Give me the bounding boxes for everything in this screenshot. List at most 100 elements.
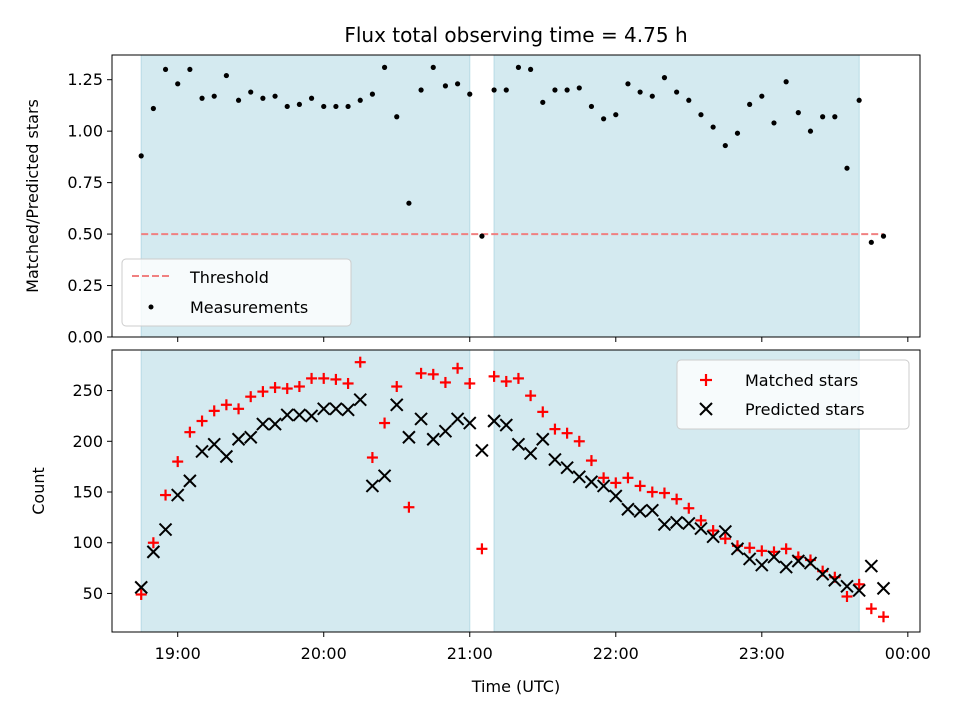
- measurement-point: [807, 128, 814, 134]
- predicted-star-point: [876, 581, 891, 596]
- bottom-axes-frame: [111, 349, 921, 633]
- matched-star-point: [281, 383, 293, 395]
- measurement-point: [357, 97, 363, 103]
- top-legend: Threshold Measurements: [121, 258, 352, 327]
- measurement-point: [150, 105, 156, 112]
- predicted-star-point: [828, 573, 842, 587]
- predicted-star-point: [803, 556, 818, 570]
- predicted-star-point: [572, 470, 586, 484]
- predicted-legend-label: Predicted stars: [745, 400, 865, 419]
- measurement-point: [284, 103, 290, 110]
- matched-star-point: [233, 403, 245, 415]
- matched-star-point: [379, 417, 391, 429]
- matched-legend-label: Matched stars: [745, 371, 858, 390]
- measurement-point: [759, 93, 765, 99]
- measurement-point: [442, 83, 449, 89]
- x-tick-label: 19:00: [155, 644, 201, 663]
- predicted-star-point: [815, 567, 830, 581]
- matched-star-point: [683, 502, 695, 514]
- bottom-y-tick-label: 150: [72, 483, 103, 502]
- top-y-tick-label: 0.00: [67, 328, 103, 347]
- bottom-y-axis: 50 100 150 200 250: [72, 381, 112, 603]
- predicted-star-point: [657, 517, 672, 532]
- matched-star-point: [549, 423, 561, 435]
- predicted-star-point: [682, 516, 696, 531]
- matched-star-point: [439, 376, 451, 388]
- matched-star-point: [452, 362, 464, 374]
- measurement-point: [345, 103, 351, 110]
- predicted-star-point: [669, 515, 684, 530]
- bottom-y-tick-label: 250: [72, 381, 103, 400]
- predicted-star-point: [742, 552, 757, 566]
- measurement-point: [515, 64, 522, 70]
- predicted-star-point: [207, 437, 221, 452]
- matched-star-point: [196, 415, 208, 427]
- bottom-y-axis-label: Count: [29, 467, 48, 515]
- measurement-point: [430, 64, 436, 70]
- measurement-point: [199, 95, 205, 101]
- matched-star-point: [841, 590, 853, 602]
- predicted-star-point: [183, 474, 197, 488]
- matched-star-point: [293, 381, 305, 393]
- matched-star-point: [488, 370, 500, 382]
- predicted-star-point: [536, 432, 550, 446]
- matched-star-point: [622, 472, 634, 484]
- predicted-star-point: [231, 432, 246, 446]
- measurement-point: [783, 79, 789, 85]
- predicted-star-point: [548, 452, 562, 467]
- bottom-panel: 50 100 150 200 250 19:00 20:00 21:00 22:00 23:00…: [29, 349, 931, 696]
- matched-star-point: [500, 375, 512, 387]
- predicted-star-point: [791, 554, 806, 568]
- measurement-point: [528, 66, 534, 73]
- bottom-legend: Matched stars Predicted stars: [676, 359, 910, 430]
- measurement-point: [734, 130, 741, 136]
- predicted-star-point: [426, 432, 440, 446]
- matched-star-point: [537, 406, 549, 418]
- measurement-point: [747, 101, 753, 108]
- predicted-star-point: [463, 416, 477, 430]
- predicted-star-point: [244, 430, 258, 444]
- matched-star-point: [525, 390, 537, 402]
- predicted-star-point: [365, 479, 380, 493]
- matched-star-point: [719, 533, 731, 545]
- predicted-star-point: [292, 408, 307, 422]
- predicted-star-point: [402, 430, 416, 444]
- measurement-point: [576, 85, 582, 91]
- top-y-tick-label: 0.50: [67, 225, 103, 244]
- measurement-point: [418, 87, 424, 93]
- measurement-point: [454, 81, 461, 87]
- top-axes-frame: [111, 54, 921, 338]
- predicted-star-point: [767, 550, 781, 564]
- measurement-point: [552, 87, 558, 93]
- matched-star-point: [646, 486, 658, 498]
- matched-star-point: [464, 377, 476, 389]
- predicted-stars-series: [134, 392, 891, 598]
- measurement-point: [162, 66, 169, 73]
- matched-star-point: [610, 477, 622, 489]
- predicted-star-point: [195, 444, 209, 459]
- measurement-point: [175, 81, 181, 87]
- matched-star-point: [561, 427, 573, 439]
- matched-star-point: [318, 372, 330, 384]
- top-y-axis: 0.00 0.25 0.50 0.75 1.00 1.25: [67, 70, 112, 347]
- matched-star-point: [147, 537, 159, 549]
- predicted-star-point: [584, 475, 599, 489]
- matched-star-point: [865, 603, 877, 615]
- measurement-point: [625, 81, 631, 87]
- matched-star-point: [220, 399, 232, 411]
- measurement-point: [795, 110, 801, 116]
- measurement-point: [661, 75, 668, 81]
- top-y-tick-label: 1.25: [67, 70, 103, 89]
- predicted-star-point: [256, 417, 270, 431]
- x-tick-label: 23:00: [739, 644, 785, 663]
- x-tick-label: 22:00: [593, 644, 639, 663]
- measurement-point: [832, 114, 838, 120]
- measurement-point: [771, 120, 777, 126]
- matched-star-point: [585, 455, 597, 467]
- threshold-legend-label: Threshold: [189, 268, 269, 287]
- matched-star-point: [877, 611, 889, 623]
- measurement-point: [637, 89, 643, 95]
- measurements-legend-swatch: [148, 304, 154, 310]
- measurement-point: [138, 153, 144, 159]
- measurement-point: [235, 97, 242, 103]
